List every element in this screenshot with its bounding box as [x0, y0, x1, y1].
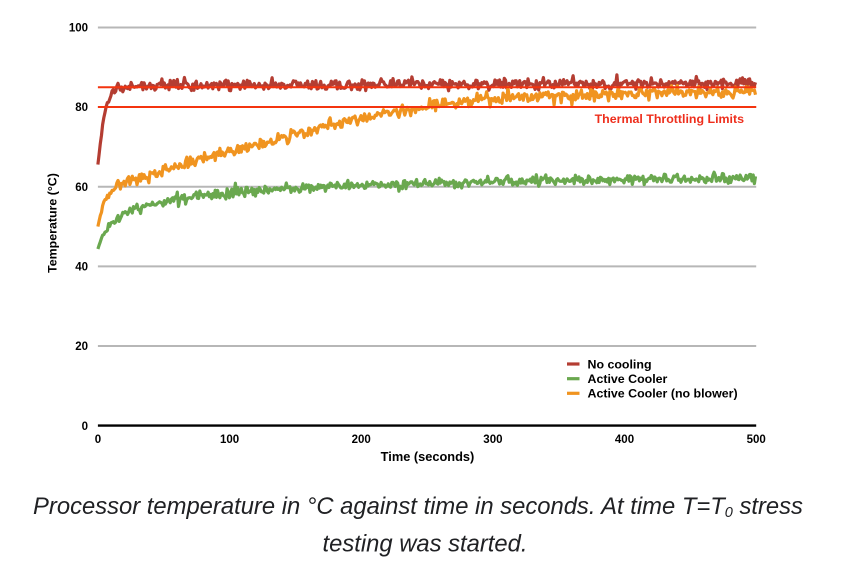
- svg-text:Active Cooler: Active Cooler: [588, 372, 668, 386]
- svg-text:300: 300: [483, 434, 502, 446]
- svg-text:No cooling: No cooling: [588, 357, 652, 371]
- svg-text:60: 60: [75, 182, 88, 194]
- svg-text:40: 40: [75, 262, 88, 274]
- svg-text:20: 20: [75, 341, 88, 353]
- svg-text:200: 200: [352, 434, 371, 446]
- svg-text:0: 0: [82, 421, 88, 433]
- svg-text:100: 100: [220, 434, 239, 446]
- svg-text:Time (seconds): Time (seconds): [381, 449, 475, 464]
- svg-text:testing was started.: testing was started.: [322, 530, 527, 557]
- svg-text:80: 80: [75, 102, 88, 114]
- svg-text:100: 100: [69, 23, 88, 35]
- svg-text:500: 500: [747, 434, 766, 446]
- svg-text:400: 400: [615, 434, 634, 446]
- svg-text:0: 0: [95, 434, 101, 446]
- svg-text:Processor temperature in °C ag: Processor temperature in °C against time…: [33, 493, 803, 521]
- svg-text:Temperature (°C): Temperature (°C): [46, 173, 60, 273]
- svg-text:Thermal Throttling Limits: Thermal Throttling Limits: [595, 112, 744, 126]
- svg-text:Active Cooler (no blower): Active Cooler (no blower): [588, 387, 738, 401]
